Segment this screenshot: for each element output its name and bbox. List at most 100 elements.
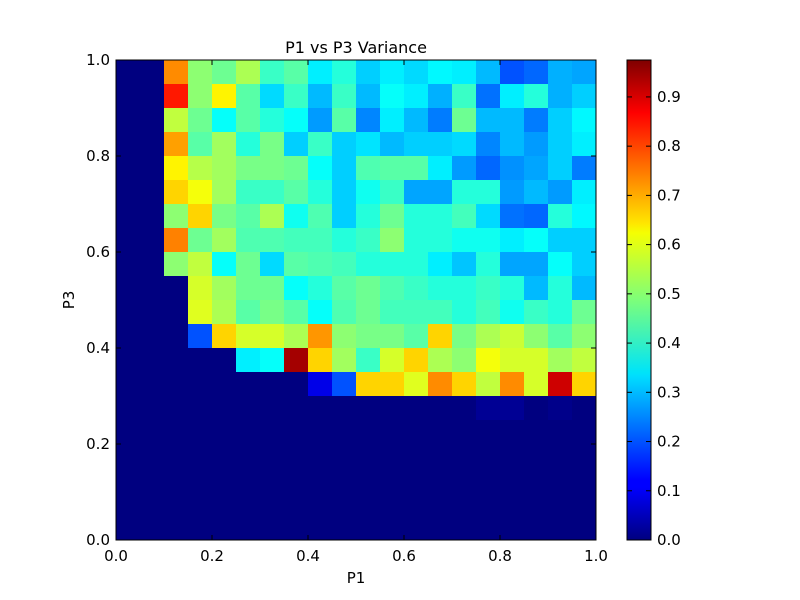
heatmap-cell — [548, 132, 573, 157]
heatmap-cell — [308, 276, 333, 301]
heatmap-cell — [260, 420, 285, 445]
heatmap-cell — [404, 228, 429, 253]
heatmap-cell — [476, 180, 501, 205]
heatmap-cell — [572, 396, 597, 421]
heatmap-cell — [524, 300, 549, 325]
heatmap-cell — [524, 420, 549, 445]
heatmap-cell — [380, 108, 405, 133]
heatmap-cell — [140, 444, 165, 469]
heatmap-cell — [356, 132, 381, 157]
heatmap-cell — [260, 132, 285, 157]
x-tick-label: 1.0 — [584, 547, 608, 565]
heatmap-cell — [356, 516, 381, 541]
heatmap-cell — [236, 468, 261, 493]
heatmap-cell — [212, 348, 237, 373]
heatmap-cell — [308, 324, 333, 349]
heatmap-cell — [284, 396, 309, 421]
heatmap-cell — [188, 84, 213, 109]
heatmap-cell — [212, 60, 237, 85]
heatmap-cell — [428, 156, 453, 181]
heatmap-cell — [140, 60, 165, 85]
heatmap-cell — [188, 204, 213, 229]
heatmap-cell — [500, 252, 525, 277]
heatmap-cell — [260, 228, 285, 253]
heatmap-cell — [260, 468, 285, 493]
heatmap-cell — [404, 276, 429, 301]
heatmap-cell — [116, 228, 141, 253]
heatmap-cell — [236, 204, 261, 229]
heatmap-cell — [356, 300, 381, 325]
heatmap-cell — [476, 84, 501, 109]
heatmap-cell — [572, 492, 597, 517]
heatmap-cell — [188, 348, 213, 373]
heatmap-cell — [188, 300, 213, 325]
heatmap-cell — [476, 156, 501, 181]
heatmap-cell — [356, 420, 381, 445]
heatmap-cell — [476, 300, 501, 325]
heatmap-cell — [452, 228, 477, 253]
heatmap-cell — [548, 468, 573, 493]
heatmap-cell — [548, 204, 573, 229]
heatmap-cell — [452, 348, 477, 373]
heatmap-cell — [404, 108, 429, 133]
heatmap-cell — [332, 468, 357, 493]
heatmap-cell — [284, 420, 309, 445]
heatmap-cell — [428, 492, 453, 517]
heatmap-cell — [356, 252, 381, 277]
heatmap-cell — [188, 468, 213, 493]
heatmap-cell — [548, 492, 573, 517]
heatmap-cell — [308, 228, 333, 253]
heatmap-cell — [572, 108, 597, 133]
heatmap-cell — [212, 468, 237, 493]
heatmap-cell — [236, 396, 261, 421]
heatmap-cell — [212, 420, 237, 445]
heatmap-cell — [356, 84, 381, 109]
heatmap-cell — [524, 396, 549, 421]
heatmap-cell — [236, 300, 261, 325]
heatmap-cell — [236, 516, 261, 541]
heatmap-cell — [308, 348, 333, 373]
heatmap-cell — [212, 276, 237, 301]
x-axis-ticks: 0.0 0.2 0.4 0.6 0.8 1.0 — [104, 60, 608, 565]
heatmap-cell — [404, 180, 429, 205]
colorbar-ticks: 0.0 0.1 0.2 0.3 0.4 0.5 0.6 0.7 0.8 0.9 — [627, 88, 681, 549]
heatmap-cell — [356, 156, 381, 181]
heatmap-cell — [404, 132, 429, 157]
colorbar-tick-label: 0.0 — [657, 531, 681, 549]
heatmap-cell — [524, 252, 549, 277]
heatmap-cell — [188, 132, 213, 157]
y-tick-label: 0.6 — [86, 243, 110, 261]
heatmap-cell — [260, 300, 285, 325]
heatmap-cell — [500, 348, 525, 373]
heatmap-cell — [404, 372, 429, 397]
heatmap-cell — [380, 516, 405, 541]
heatmap-cell — [500, 204, 525, 229]
heatmap-cell — [380, 228, 405, 253]
heatmap-cell — [500, 132, 525, 157]
heatmap-cell — [524, 84, 549, 109]
heatmap-cell — [164, 60, 189, 85]
heatmap-cell — [332, 276, 357, 301]
heatmap-cell — [236, 492, 261, 517]
heatmap-cell — [332, 252, 357, 277]
heatmap-cell — [572, 60, 597, 85]
heatmap-cell — [140, 468, 165, 493]
heatmap-cell — [260, 348, 285, 373]
heatmap-cell — [140, 84, 165, 109]
heatmap-cell — [572, 276, 597, 301]
heatmap-cell — [452, 468, 477, 493]
heatmap-cell — [308, 180, 333, 205]
heatmap-cell — [500, 516, 525, 541]
heatmap-cell — [428, 372, 453, 397]
heatmap-cell — [116, 108, 141, 133]
heatmap-cell — [572, 300, 597, 325]
heatmap-cell — [236, 420, 261, 445]
heatmap-cell — [212, 444, 237, 469]
heatmap-cell — [572, 228, 597, 253]
heatmap-cell — [188, 396, 213, 421]
heatmap-cell — [236, 180, 261, 205]
heatmap-cell — [572, 372, 597, 397]
heatmap-cell — [140, 156, 165, 181]
heatmap-cell — [116, 252, 141, 277]
heatmap-cell — [452, 252, 477, 277]
